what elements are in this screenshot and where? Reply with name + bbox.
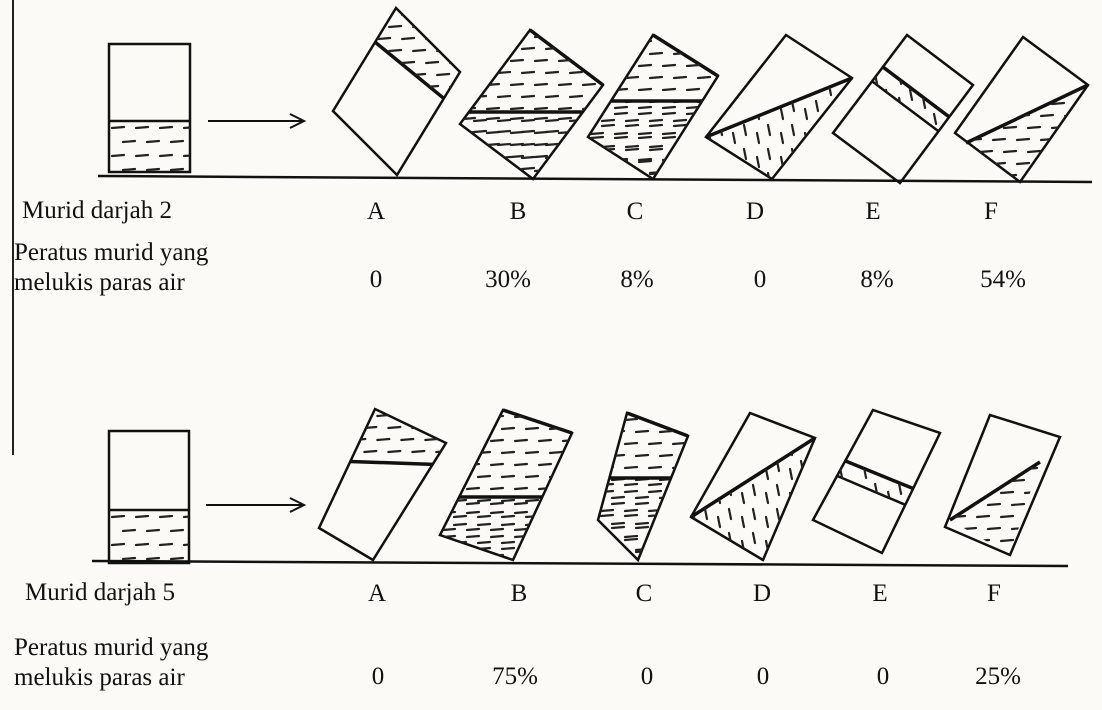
water-hatching <box>873 72 950 132</box>
container-d <box>704 33 854 181</box>
water-hatching <box>110 125 190 172</box>
water-level-line <box>949 460 1041 522</box>
water-level-line <box>350 459 433 467</box>
option-f-label: F <box>987 580 1001 607</box>
percent-a: 0 <box>371 663 385 690</box>
percent-c: 8% <box>620 266 654 293</box>
container-e <box>831 33 975 185</box>
container-a <box>317 407 448 562</box>
arrow-head <box>289 497 307 513</box>
water-hatching <box>692 443 815 560</box>
percent-f: 25% <box>975 663 1021 690</box>
percent-c: 0 <box>640 663 654 690</box>
option-d-label: D <box>745 198 765 225</box>
percent-a: 0 <box>369 266 383 293</box>
container-f <box>953 35 1090 184</box>
percent-label-line1: Peratus murid yang <box>14 634 209 661</box>
water-hatching <box>461 116 583 173</box>
percent-d: 0 <box>756 663 770 690</box>
water-hatching <box>377 12 460 89</box>
percent-e: 8% <box>860 266 894 293</box>
upright-container <box>107 42 192 174</box>
water-level-line <box>965 83 1089 145</box>
option-a-label: A <box>366 198 386 225</box>
option-e-label: E <box>865 198 881 225</box>
percent-b: 75% <box>492 663 538 690</box>
water-level-line <box>502 408 573 435</box>
container-d <box>689 411 817 562</box>
water-hatching <box>441 414 572 551</box>
option-c-label: C <box>635 580 653 607</box>
water-level-line <box>836 474 906 506</box>
container-f <box>943 413 1062 557</box>
option-c-label: C <box>626 198 644 225</box>
water-hatching <box>707 83 844 179</box>
percent-label-line2: melukis paras air <box>14 269 185 296</box>
percent-b: 30% <box>485 266 531 293</box>
water-level-line <box>690 436 816 519</box>
option-a-label: A <box>367 580 387 607</box>
percent-d: 0 <box>753 266 767 293</box>
water-hatching <box>461 34 603 171</box>
option-b-label: B <box>509 198 527 225</box>
water-level-line <box>374 40 445 100</box>
water-hatching <box>352 413 446 454</box>
grade-label-2: Murid darjah 2 <box>22 197 172 224</box>
ground-line <box>97 174 1093 184</box>
water-level-line <box>871 80 940 133</box>
percent-label-line2: melukis paras air <box>14 664 185 691</box>
percent-label-line1: Peratus murid yang <box>14 239 209 266</box>
grade-label-5: Murid darjah 5 <box>25 579 175 606</box>
container-a <box>331 5 462 178</box>
option-d-label: D <box>752 580 772 607</box>
water-hatching <box>589 39 718 176</box>
option-b-label: B <box>510 580 528 607</box>
water-level-line <box>705 76 853 139</box>
percent-f: 54% <box>980 266 1026 293</box>
percent-e: 0 <box>876 663 890 690</box>
water-level-line <box>528 28 605 87</box>
container-e <box>811 408 942 555</box>
option-e-label: E <box>872 580 888 607</box>
option-f-label: F <box>984 198 998 225</box>
container-b <box>438 408 574 562</box>
water-level-line <box>626 411 689 438</box>
container-c <box>596 411 690 563</box>
upright-container <box>107 429 191 565</box>
container-c <box>586 33 720 181</box>
water-level-line <box>881 65 951 119</box>
water-hatching <box>110 514 189 561</box>
ground-line <box>91 559 1069 568</box>
water-level-line <box>844 459 914 491</box>
arrow-head <box>289 113 307 129</box>
